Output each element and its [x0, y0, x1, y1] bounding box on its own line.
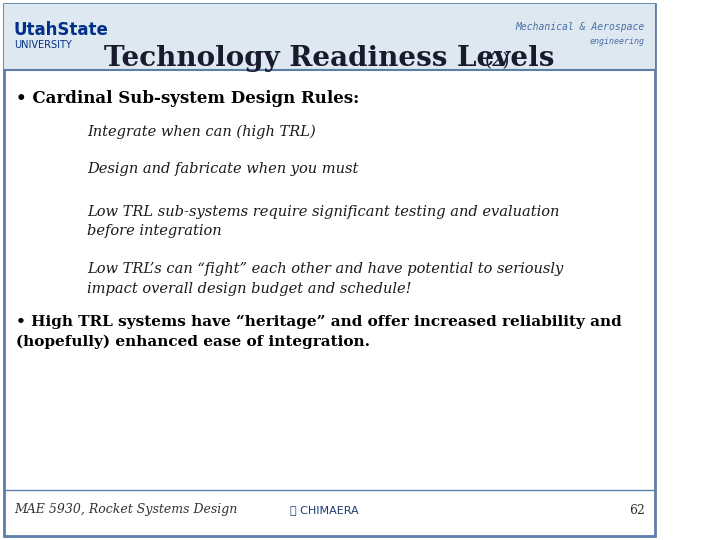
- Text: (2): (2): [485, 52, 510, 70]
- Text: engineering: engineering: [590, 37, 644, 45]
- Text: Design and fabricate when you must: Design and fabricate when you must: [87, 162, 359, 176]
- Text: MAE 5930, Rocket Systems Design: MAE 5930, Rocket Systems Design: [14, 503, 237, 516]
- Text: Technology Readiness Levels: Technology Readiness Levels: [104, 44, 554, 71]
- Text: (hopefully) enhanced ease of integration.: (hopefully) enhanced ease of integration…: [17, 335, 371, 349]
- Text: Low TRL’s can “fight” each other and have potential to seriously
impact overall : Low TRL’s can “fight” each other and hav…: [87, 262, 563, 295]
- Text: 62: 62: [629, 503, 644, 516]
- Text: • Cardinal Sub-system Design Rules:: • Cardinal Sub-system Design Rules:: [17, 90, 360, 107]
- Text: Low TRL sub-systems require significant testing and evaluation
before integratio: Low TRL sub-systems require significant …: [87, 205, 559, 239]
- FancyBboxPatch shape: [4, 4, 654, 536]
- Text: Mechanical & Aerospace: Mechanical & Aerospace: [516, 22, 644, 32]
- Text: Integrate when can (high TRL): Integrate when can (high TRL): [87, 125, 315, 139]
- Text: 🦅 CHIMAERA: 🦅 CHIMAERA: [290, 505, 359, 515]
- Text: • High TRL systems have “heritage” and offer increased reliability and: • High TRL systems have “heritage” and o…: [17, 315, 622, 329]
- Text: UNIVERSITY: UNIVERSITY: [14, 40, 71, 50]
- Bar: [4, 4, 654, 70]
- Text: UtahState: UtahState: [14, 21, 109, 39]
